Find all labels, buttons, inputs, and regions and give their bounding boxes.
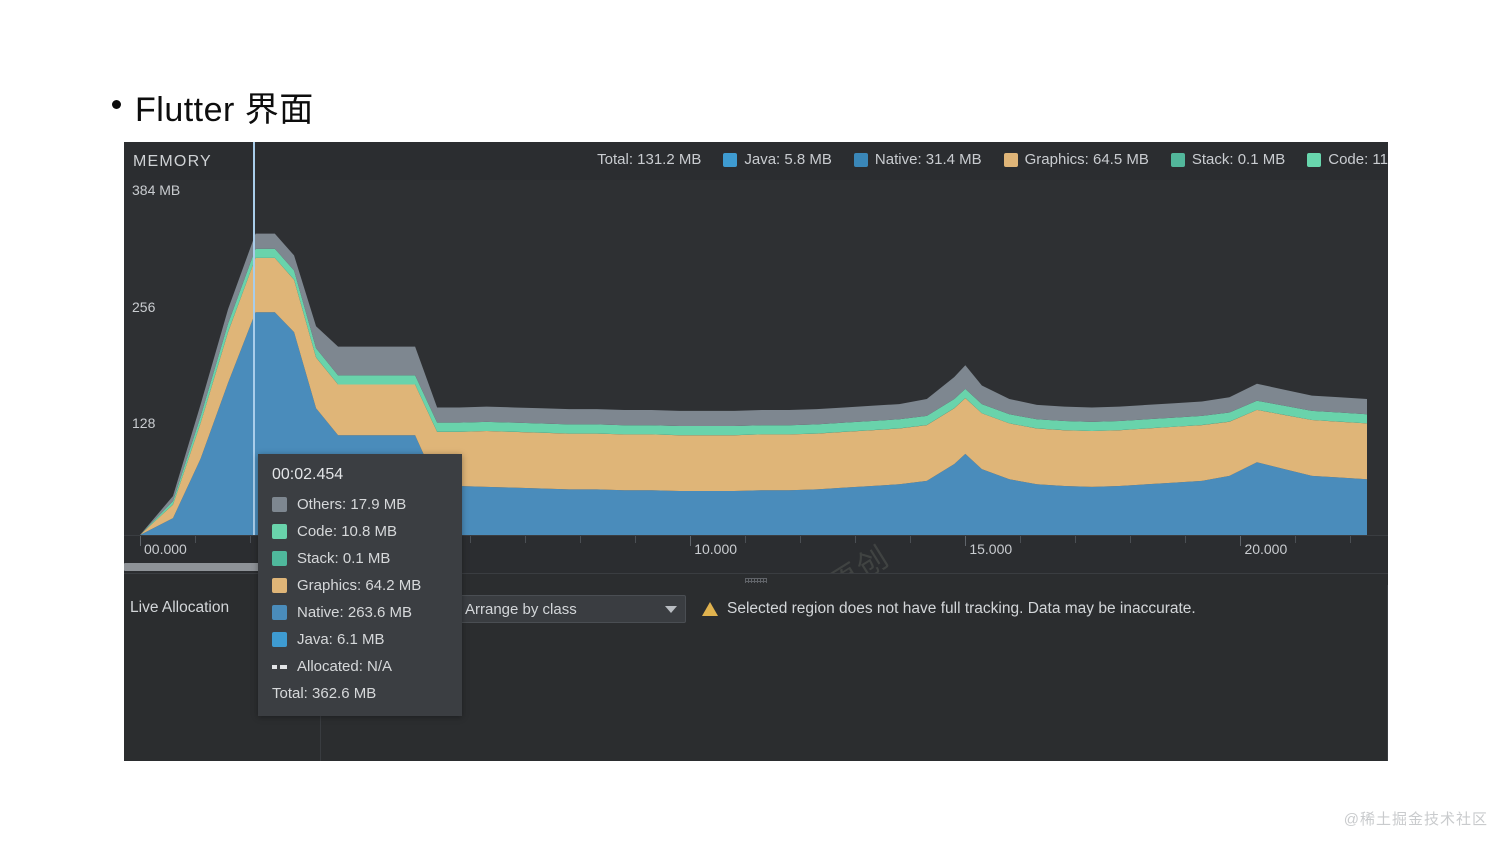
x-tick-mark-minor <box>855 536 857 543</box>
x-tick-label: 20.000 <box>1244 541 1288 557</box>
legend-item-graphics[interactable]: Graphics: 64.5 MB <box>1003 151 1149 168</box>
tooltip-label-graphics: Graphics: 64.2 MB <box>297 577 422 594</box>
legend-label-stack: Stack: 0.1 MB <box>1191 151 1286 168</box>
tooltip-row-native: Native: 263.6 MB <box>272 604 448 621</box>
allocation-toolbar: Live Allocation Arrange by class Selecte… <box>124 585 1388 633</box>
x-tick-mark-minor <box>525 536 527 543</box>
x-tick-mark-minor <box>1185 536 1187 543</box>
tooltip-swatch-stack <box>272 551 287 566</box>
legend-label-native: Native: 31.4 MB <box>874 151 982 168</box>
tooltip-swatch-java <box>272 632 287 647</box>
x-tick-mark <box>140 536 141 546</box>
x-tick-mark-minor <box>745 536 747 543</box>
legend-item-native[interactable]: Native: 31.4 MB <box>853 151 982 168</box>
x-tick-mark-minor <box>250 536 252 543</box>
legend-item-java[interactable]: Java: 5.8 MB <box>723 151 832 168</box>
page-watermark: @稀土掘金技术社区 <box>1343 811 1488 828</box>
legend-swatch-java <box>723 152 738 167</box>
slide-heading: Flutter 界面 <box>112 82 314 131</box>
y-tick-256: 256 <box>132 299 156 315</box>
tooltip-label-java: Java: 6.1 MB <box>297 631 385 648</box>
legend-label-code: Code: 11 <box>1328 151 1388 168</box>
x-tick-mark-minor <box>470 536 472 543</box>
legend-swatch-stack <box>1170 152 1185 167</box>
x-tick-mark-minor <box>580 536 582 543</box>
tooltip-label-others: Others: 17.9 MB <box>297 496 407 513</box>
dashed-line-icon <box>272 659 287 674</box>
arrange-by-select-value: Arrange by class <box>465 600 577 618</box>
legend-label-graphics: Graphics: 64.5 MB <box>1024 151 1149 168</box>
x-tick-mark-minor <box>1075 536 1077 543</box>
y-axis: 384 MB 256 128 <box>124 180 194 535</box>
legend-swatch-code <box>1307 152 1322 167</box>
x-tick-mark <box>1240 536 1242 546</box>
x-tick-mark-minor <box>1295 536 1297 543</box>
legend-item-stack[interactable]: Stack: 0.1 MB <box>1170 151 1286 168</box>
live-allocation-label: Live Allocation <box>130 599 230 616</box>
slide-heading-text: Flutter 界面 <box>135 91 314 129</box>
legend-swatch-native <box>853 152 868 167</box>
chevron-down-icon <box>665 605 677 613</box>
chart-legend: Total: 131.2 MB Java: 5.8 MB Native: 31.4… <box>597 151 1388 168</box>
legend-total: Total: 131.2 MB <box>597 151 702 168</box>
y-tick-128: 128 <box>132 415 156 431</box>
x-tick-label: 00.000 <box>144 541 187 557</box>
x-tick-label: 15.000 <box>969 541 1013 557</box>
bullet-icon <box>112 100 121 109</box>
legend-label-java: Java: 5.8 MB <box>744 151 832 168</box>
tooltip-row-stack: Stack: 0.1 MB <box>272 550 448 567</box>
legend-item-code[interactable]: Code: 11 <box>1307 151 1388 168</box>
x-tick-label: 10.000 <box>694 541 738 557</box>
x-tick-mark-minor <box>1020 536 1022 543</box>
tooltip-row-allocated: Allocated: N/A <box>272 658 448 675</box>
legend-swatch-graphics <box>1003 152 1018 167</box>
tooltip-label-stack: Stack: 0.1 MB <box>297 550 391 567</box>
x-tick-mark-minor <box>1130 536 1132 543</box>
tooltip-swatch-native <box>272 605 287 620</box>
range-scrollbar-thumb[interactable] <box>124 563 268 571</box>
arrange-by-select[interactable]: Arrange by class <box>456 595 686 623</box>
resize-handle-icon[interactable] <box>745 578 767 583</box>
x-tick-mark-minor <box>635 536 637 543</box>
tooltip-allocated-label: Allocated: N/A <box>297 658 393 675</box>
x-tick-mark-minor <box>1350 536 1352 543</box>
x-tick-mark <box>690 536 692 546</box>
tooltip-timestamp: 00:02.454 <box>272 466 344 483</box>
tooltip-label-code: Code: 10.8 MB <box>297 523 398 540</box>
x-tick-mark-minor <box>800 536 802 543</box>
toolbar-separator-right <box>1387 585 1388 761</box>
memory-profiler-window: MEMORY Total: 131.2 MB Java: 5.8 MB Nativ… <box>124 142 1388 761</box>
chart-tooltip: 00:02.454 Others: 17.9 MB Code: 10.8 MB St… <box>258 454 462 716</box>
tooltip-swatch-code <box>272 524 287 539</box>
x-tick-mark <box>965 536 967 546</box>
tooltip-swatch-others <box>272 497 287 512</box>
tooltip-row-graphics: Graphics: 64.2 MB <box>272 577 448 594</box>
tracking-warning-text: Selected region does not have full track… <box>727 600 1196 617</box>
memory-section-title: MEMORY <box>133 153 212 170</box>
warning-icon <box>702 602 718 616</box>
tooltip-label-native: Native: 263.6 MB <box>297 604 413 621</box>
tooltip-swatch-graphics <box>272 578 287 593</box>
tooltip-total: Total: 362.6 MB <box>272 685 377 702</box>
cursor-line[interactable] <box>253 142 255 535</box>
x-tick-mark-minor <box>195 536 197 543</box>
tracking-warning: Selected region does not have full track… <box>702 600 1196 618</box>
x-tick-mark-minor <box>910 536 912 543</box>
chart-header: MEMORY Total: 131.2 MB Java: 5.8 MB Nativ… <box>124 142 1388 180</box>
y-tick-384: 384 MB <box>132 182 181 198</box>
tooltip-row-code: Code: 10.8 MB <box>272 523 448 540</box>
tooltip-row-java: Java: 6.1 MB <box>272 631 448 648</box>
tooltip-row-others: Others: 17.9 MB <box>272 496 448 513</box>
